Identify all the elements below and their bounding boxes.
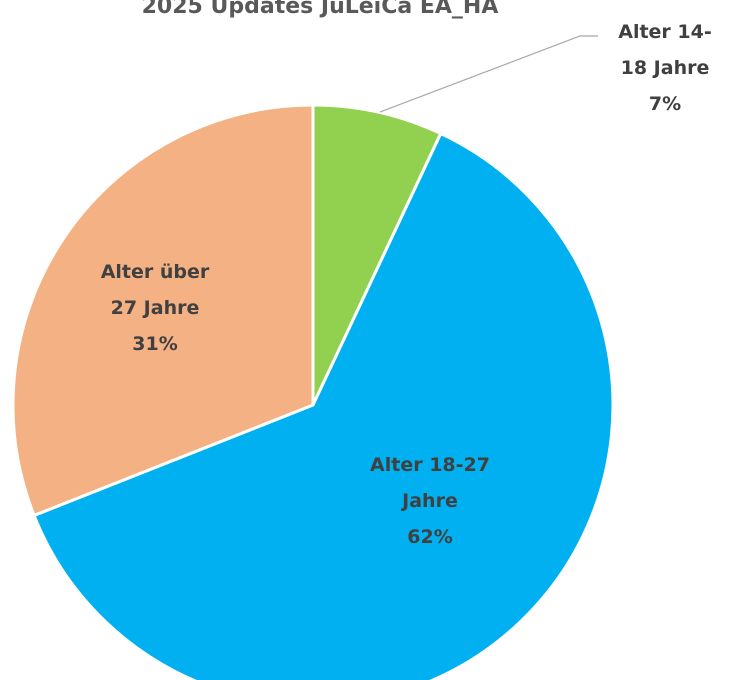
category-label: Alter 18-27 Jahre [370,454,490,512]
chart-title: 2025 Updates JuLeiCa EA_HA [141,0,499,19]
data-label: Alter 18-27 Jahre 62% [350,447,510,555]
pie-slice [311,103,443,406]
percent-label: 7% [648,93,682,115]
percent-label: 31% [132,333,178,355]
leader-line [379,35,598,113]
pie-slice [11,103,315,518]
pie-slice [32,131,615,680]
data-label: Alter 14-18 Jahre 7% [590,14,740,122]
category-label: Alter über 27 Jahre [100,261,210,319]
percent-label: 62% [407,526,453,548]
category-label: Alter 14-18 Jahre [618,21,712,79]
data-label: Alter über 27 Jahre 31% [75,254,235,362]
